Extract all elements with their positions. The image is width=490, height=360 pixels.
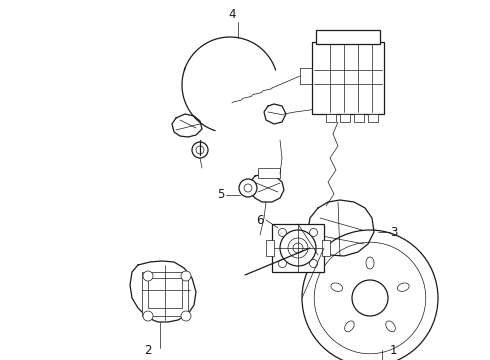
Ellipse shape (386, 321, 395, 332)
Bar (340, 114, 350, 122)
Circle shape (278, 260, 287, 267)
Text: 2: 2 (144, 343, 152, 356)
Bar (148, 278, 182, 308)
Ellipse shape (366, 257, 374, 269)
Circle shape (143, 311, 153, 321)
Bar (322, 240, 330, 256)
Circle shape (181, 271, 191, 281)
Circle shape (244, 184, 252, 192)
Bar (326, 114, 336, 122)
Ellipse shape (331, 283, 343, 291)
Bar (354, 114, 364, 122)
Circle shape (196, 146, 204, 154)
Circle shape (192, 142, 208, 158)
Bar (368, 114, 378, 122)
Text: 1: 1 (390, 343, 397, 356)
Circle shape (310, 260, 318, 267)
Bar (272, 224, 324, 272)
Circle shape (352, 280, 388, 316)
Circle shape (327, 105, 333, 111)
Circle shape (278, 229, 287, 237)
Circle shape (310, 229, 318, 237)
Bar (266, 240, 274, 256)
Ellipse shape (397, 283, 409, 291)
Text: 6: 6 (256, 213, 264, 226)
Ellipse shape (344, 321, 354, 332)
Circle shape (302, 230, 438, 360)
Circle shape (293, 243, 303, 253)
Text: 3: 3 (390, 225, 397, 238)
Circle shape (181, 311, 191, 321)
Bar (258, 168, 280, 178)
Circle shape (314, 242, 426, 354)
Bar (316, 30, 380, 44)
Bar (312, 42, 384, 114)
Circle shape (143, 271, 153, 281)
Circle shape (288, 238, 308, 258)
Text: 5: 5 (217, 189, 224, 202)
Circle shape (324, 102, 336, 114)
Circle shape (280, 230, 316, 266)
Bar (142, 272, 188, 316)
Text: 4: 4 (228, 9, 236, 22)
Circle shape (239, 179, 257, 197)
